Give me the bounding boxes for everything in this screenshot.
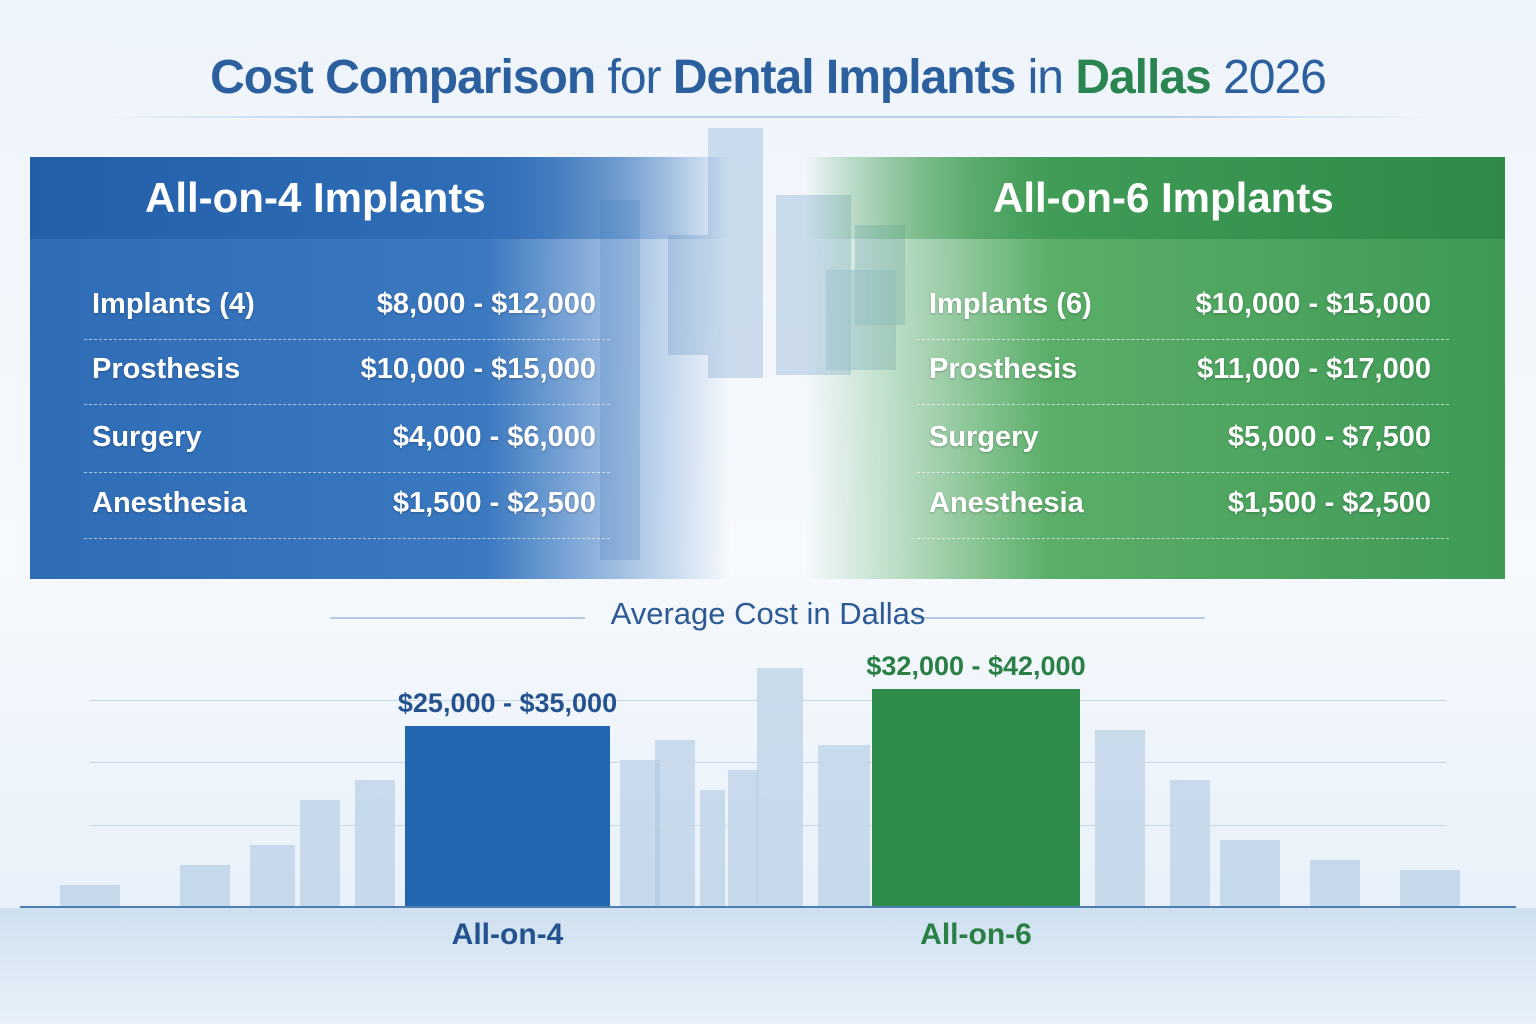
cost-label: Surgery — [92, 421, 202, 453]
bar-data-label: $25,000 - $35,000 — [397, 687, 618, 718]
section-divider — [915, 617, 1205, 619]
skyline-building — [1095, 730, 1145, 907]
cost-label: Implants (4) — [92, 288, 255, 320]
section-divider — [330, 617, 585, 619]
panel-heading: All-on-6 Implants — [805, 157, 1505, 239]
all-on-4-cost-panel: All-on-4 Implants Implants (4) $8,000 - $… — [30, 157, 730, 579]
skyline-building — [1220, 840, 1280, 907]
cost-row: Surgery $4,000 - $6,000 — [84, 403, 610, 473]
skyline-building — [1400, 870, 1460, 907]
cost-value: $10,000 - $15,000 — [1195, 288, 1431, 320]
skyline-building — [818, 745, 870, 907]
cost-value: $1,500 - $2,500 — [392, 487, 596, 519]
skyline-building — [180, 865, 230, 907]
skyline-building — [728, 770, 758, 907]
skyline-building — [60, 885, 120, 907]
cost-row: Anesthesia $1,500 - $2,500 — [84, 469, 610, 539]
bar-data-label: $32,000 - $42,000 — [866, 651, 1086, 682]
panel-heading: All-on-4 Implants — [30, 157, 730, 239]
chart-baseline — [20, 906, 1516, 908]
cost-row: Prosthesis $10,000 - $15,000 — [84, 335, 610, 405]
cost-row: Anesthesia $1,500 - $2,500 — [917, 469, 1449, 539]
skyline-building — [250, 845, 295, 907]
cost-label: Prosthesis — [92, 353, 241, 385]
category-label: All-on-6 — [920, 918, 1032, 951]
bar-all-on-4 — [405, 725, 610, 906]
chart-title: Average Cost in Dallas — [610, 596, 926, 631]
page-title: Cost Comparison for Dental Implants in D… — [210, 51, 1327, 104]
title-divider — [100, 116, 1436, 118]
skyline-building — [355, 780, 395, 907]
skyline-building — [655, 740, 695, 907]
all-on-6-cost-panel: All-on-6 Implants Implants (6) $10,000 - … — [805, 157, 1505, 579]
cost-value: $11,000 - $17,000 — [1197, 353, 1431, 385]
cost-row: Implants (4) $8,000 - $12,000 — [84, 270, 610, 340]
gridline — [90, 825, 1446, 826]
skyline-building — [300, 800, 340, 907]
cost-label: Anesthesia — [929, 487, 1084, 519]
cost-row: Prosthesis $11,000 - $17,000 — [917, 335, 1449, 405]
skyline-building — [1170, 780, 1210, 907]
cost-value: $10,000 - $15,000 — [360, 353, 596, 385]
skyline-building — [620, 760, 660, 907]
cost-row: Implants (6) $10,000 - $15,000 — [917, 270, 1449, 340]
bar-all-on-6 — [872, 689, 1080, 906]
gridline — [90, 762, 1446, 763]
cost-label: Anesthesia — [92, 487, 247, 519]
category-label: All-on-4 — [451, 918, 564, 951]
cost-label: Surgery — [929, 421, 1039, 453]
cost-value: $1,500 - $2,500 — [1227, 487, 1431, 519]
skyline-building — [700, 790, 725, 907]
cost-label: Implants (6) — [929, 288, 1092, 320]
cost-label: Prosthesis — [929, 353, 1078, 385]
cost-row: Surgery $5,000 - $7,500 — [917, 403, 1449, 473]
cost-value: $5,000 - $7,500 — [1227, 421, 1431, 453]
cost-value: $8,000 - $12,000 — [376, 288, 596, 320]
skyline-building — [757, 668, 803, 907]
water-reflection — [0, 908, 1536, 1024]
gridline — [90, 700, 1446, 701]
cost-value: $4,000 - $6,000 — [392, 421, 596, 453]
skyline-building — [1310, 860, 1360, 907]
